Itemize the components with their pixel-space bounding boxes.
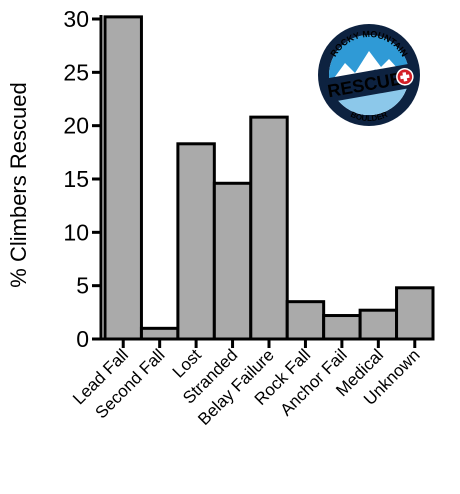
y-tick-label: 25 bbox=[63, 59, 89, 85]
bar-unknown bbox=[395, 286, 435, 341]
y-tick-label: 15 bbox=[63, 166, 89, 192]
bar-medical bbox=[358, 308, 399, 341]
bar-second-fall bbox=[139, 326, 180, 341]
bar-stranded bbox=[212, 181, 253, 341]
bar-anchor-fail bbox=[322, 314, 362, 341]
bar-lost bbox=[176, 142, 216, 341]
y-axis: 0 5 10 15 20 25 30 bbox=[63, 6, 103, 352]
y-tick-label: 30 bbox=[63, 6, 89, 32]
bar-rock-fall bbox=[285, 300, 326, 341]
y-axis-label: % Climbers Rescued bbox=[6, 82, 31, 287]
bar-lead-fall bbox=[103, 15, 143, 341]
bars-group bbox=[103, 15, 435, 341]
y-tick-label: 10 bbox=[63, 219, 89, 245]
y-tick-label: 5 bbox=[76, 273, 89, 299]
y-tick-label: 0 bbox=[76, 326, 89, 352]
bar-belay-failure bbox=[249, 115, 289, 341]
logo-bottom-text: BOULDER bbox=[349, 110, 389, 123]
y-tick-label: 20 bbox=[63, 113, 89, 139]
rocky-mountain-rescue-logo: ROCKY MOUNTAIN RESCUE BOULDER bbox=[318, 24, 420, 126]
